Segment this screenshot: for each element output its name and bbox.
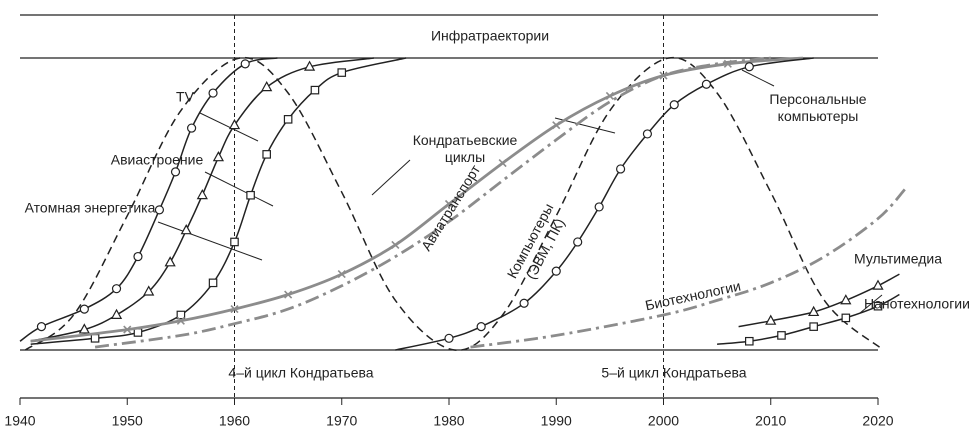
series-label: Атомная энергетика	[24, 199, 156, 216]
series-label: Персональные компьютеры	[769, 91, 867, 124]
marker	[212, 151, 225, 162]
marker	[111, 284, 122, 294]
x-tick-label: 1980	[433, 413, 464, 429]
marker	[744, 62, 754, 72]
marker	[840, 294, 852, 305]
x-tick-label: 2010	[755, 413, 786, 429]
region-label: 5–й цикл Кондратьева	[601, 365, 746, 381]
marker	[337, 68, 347, 77]
marker	[133, 251, 143, 262]
series-label: Кондратьевские циклы	[412, 132, 518, 165]
marker	[476, 322, 486, 332]
marker	[744, 336, 754, 346]
leader-lines	[157, 69, 883, 314]
series-line	[24, 56, 884, 351]
marker	[777, 331, 786, 340]
marker	[808, 305, 820, 317]
marker	[208, 88, 218, 98]
marker	[444, 333, 454, 343]
marker	[180, 224, 192, 235]
marker	[337, 270, 346, 279]
marker	[170, 167, 181, 177]
marker	[615, 164, 626, 174]
series-label: Авиастроение	[110, 151, 204, 168]
region-label: 4–й цикл Кондратьева	[228, 365, 373, 381]
marker	[230, 237, 239, 247]
marker	[133, 328, 143, 337]
marker	[176, 316, 185, 325]
series-label: Мультимедиа	[854, 250, 942, 267]
marker	[605, 91, 614, 101]
marker	[176, 310, 186, 320]
marker	[642, 129, 653, 139]
x-tick-label: 2020	[862, 413, 893, 429]
series-line	[94, 56, 771, 349]
leader-line	[199, 112, 259, 142]
leader-line	[157, 221, 263, 261]
marker	[228, 118, 241, 130]
x-tick-label: 1970	[326, 413, 357, 429]
x-tick-label: 1990	[541, 413, 572, 429]
x-tick-label: 2000	[648, 413, 679, 429]
marker	[519, 298, 529, 308]
marker	[765, 314, 777, 325]
series-label: TV	[176, 88, 194, 105]
leader-line	[741, 69, 775, 87]
marker	[90, 334, 100, 343]
series-line	[470, 188, 906, 349]
marker	[552, 121, 561, 130]
marker	[36, 322, 47, 332]
marker	[187, 123, 197, 133]
marker	[240, 59, 250, 69]
marker	[261, 80, 273, 92]
marker	[196, 188, 208, 200]
marker	[284, 290, 293, 299]
band-label: Инфратраектории	[431, 28, 549, 44]
marker	[110, 308, 123, 319]
x-tick-label: 1950	[112, 413, 143, 429]
marker	[310, 85, 320, 95]
marker	[841, 313, 851, 323]
marker	[262, 150, 271, 159]
marker	[164, 256, 176, 267]
marker	[79, 304, 89, 314]
marker	[123, 325, 132, 334]
leader-line	[859, 294, 883, 314]
marker	[208, 278, 218, 288]
marker	[873, 301, 883, 311]
marker	[551, 266, 561, 276]
x-tick-label: 1960	[219, 413, 250, 429]
marker	[143, 285, 155, 296]
marker	[283, 115, 293, 124]
marker	[594, 202, 604, 212]
marker	[246, 190, 255, 200]
leader-line	[371, 159, 411, 196]
marker	[669, 100, 679, 110]
marker	[391, 240, 400, 249]
leader-line	[204, 171, 274, 207]
marker	[154, 205, 165, 215]
marker	[573, 237, 583, 247]
marker	[809, 322, 818, 331]
series-label: Нанотехнологии	[864, 295, 970, 312]
x-tick-label: 1940	[4, 413, 35, 429]
marker	[872, 279, 884, 290]
marker	[444, 199, 454, 209]
marker	[498, 159, 507, 168]
marker	[78, 323, 90, 334]
marker	[303, 60, 316, 71]
marker	[701, 79, 712, 89]
marker	[230, 305, 239, 314]
